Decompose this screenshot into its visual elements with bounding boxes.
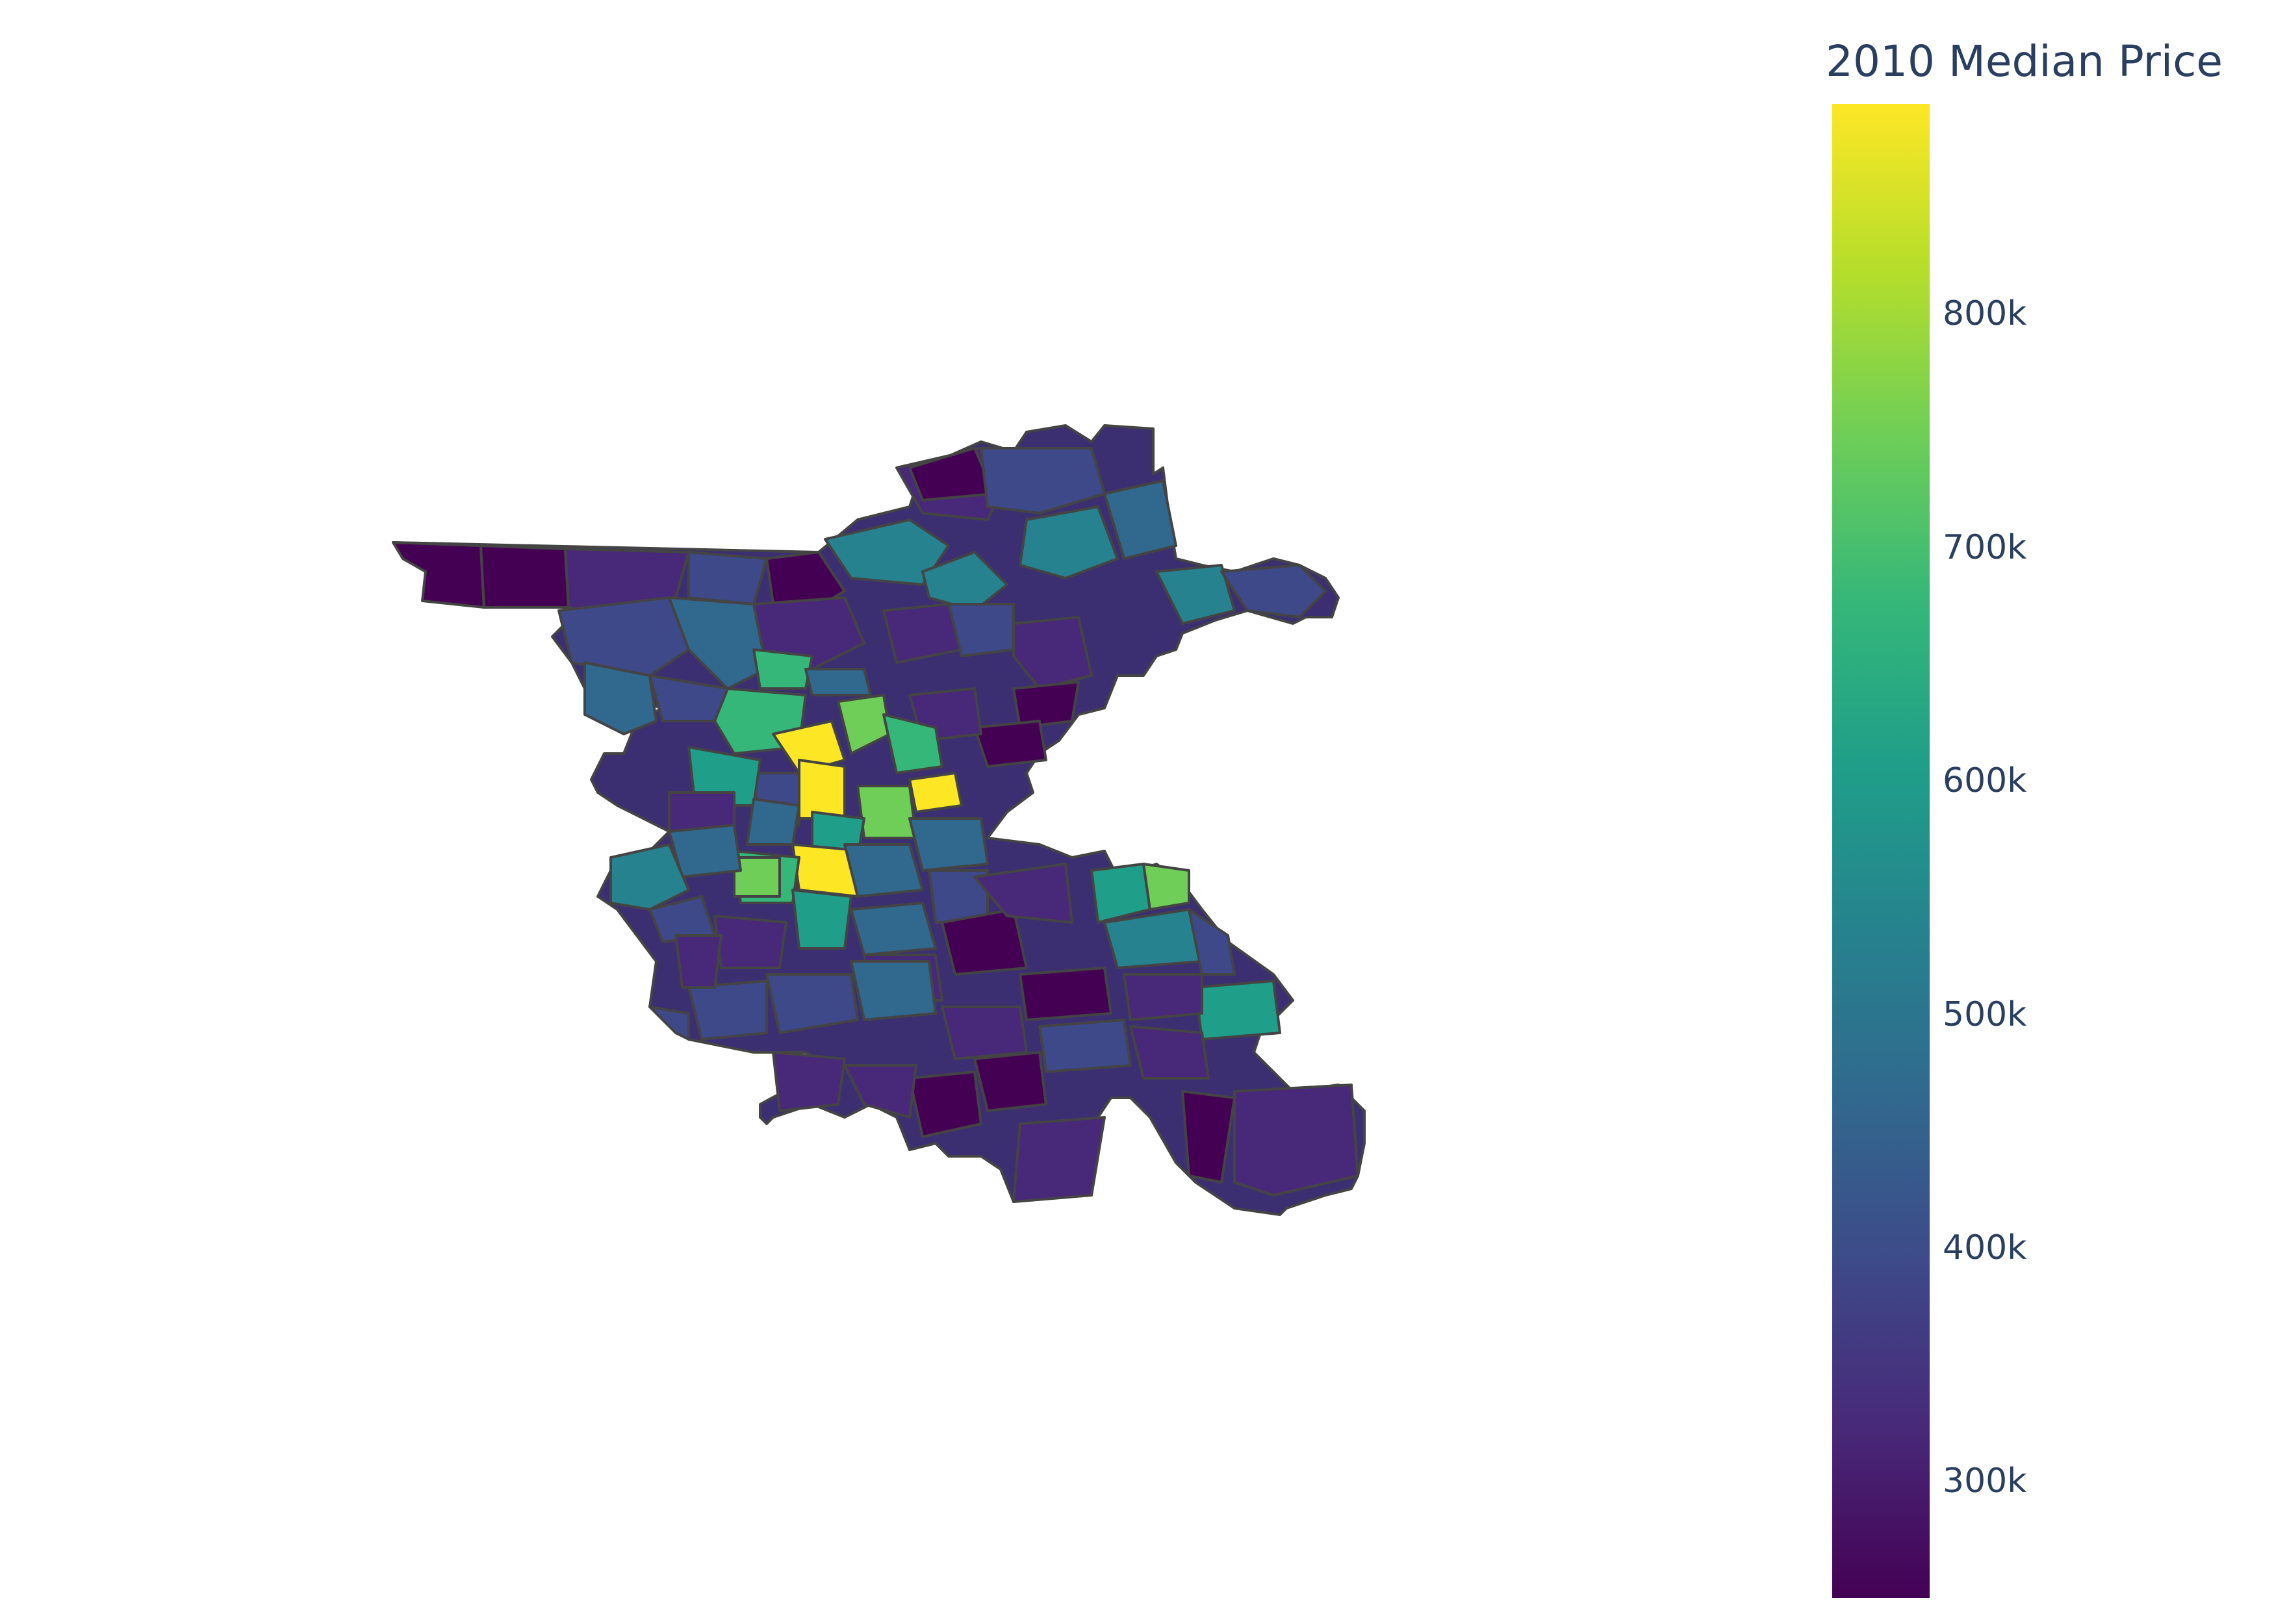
map-region[interactable] xyxy=(668,791,735,833)
map-region[interactable] xyxy=(609,843,690,911)
map-region[interactable] xyxy=(765,973,859,1034)
map-region[interactable] xyxy=(804,668,872,696)
map-region[interactable] xyxy=(772,1051,846,1112)
choropleth-map xyxy=(392,424,1366,1216)
map-region[interactable] xyxy=(973,720,1047,768)
map-region[interactable] xyxy=(980,447,1106,514)
map-region[interactable] xyxy=(882,713,943,774)
colorbar-tick-label: 500k xyxy=(1943,995,2027,1034)
colorbar-tick-label: 700k xyxy=(1943,527,2027,567)
map-region[interactable] xyxy=(772,720,846,774)
map-region[interactable] xyxy=(1188,908,1236,976)
colorbar-tick-label: 600k xyxy=(1943,761,2027,801)
map-region[interactable] xyxy=(1233,1084,1359,1197)
map-region[interactable] xyxy=(752,648,813,690)
map-region[interactable] xyxy=(746,798,800,846)
map-region[interactable] xyxy=(668,596,768,690)
colorbar xyxy=(1832,104,1930,1598)
map-region[interactable] xyxy=(824,518,950,586)
map-region[interactable] xyxy=(557,596,690,677)
map-region[interactable] xyxy=(1155,564,1236,625)
map-region[interactable] xyxy=(941,1006,1028,1060)
map-region[interactable] xyxy=(798,759,846,820)
map-region[interactable] xyxy=(973,1051,1047,1112)
map-region[interactable] xyxy=(1129,1025,1210,1080)
map-region[interactable] xyxy=(908,772,963,813)
map-region[interactable] xyxy=(850,960,937,1021)
map-region[interactable] xyxy=(921,551,1008,612)
map-region[interactable] xyxy=(1019,505,1119,579)
colorbar-gradient xyxy=(1832,104,1930,1598)
map-region[interactable] xyxy=(791,889,852,950)
map-region[interactable] xyxy=(1103,479,1177,560)
map-region[interactable] xyxy=(908,817,989,872)
map-region[interactable] xyxy=(1123,973,1203,1021)
map-region[interactable] xyxy=(1194,980,1281,1041)
map-region[interactable] xyxy=(674,934,722,989)
map-region[interactable] xyxy=(908,1071,982,1138)
map-region[interactable] xyxy=(850,902,937,956)
region-layer xyxy=(392,447,1359,1203)
map-region[interactable] xyxy=(973,863,1073,924)
map-region[interactable] xyxy=(392,541,485,609)
map-region[interactable] xyxy=(687,980,768,1041)
map-region[interactable] xyxy=(947,603,1015,657)
map-region[interactable] xyxy=(1181,1090,1236,1184)
colorbar-tick-label: 300k xyxy=(1943,1462,2027,1501)
map-region[interactable] xyxy=(713,915,787,969)
colorbar-title: 2010 Median Price xyxy=(1826,36,2223,86)
colorbar-tick-label: 800k xyxy=(1943,294,2027,334)
map-region[interactable] xyxy=(1019,967,1112,1021)
map-region[interactable] xyxy=(941,908,1028,976)
map-region[interactable] xyxy=(1220,564,1327,618)
map-region[interactable] xyxy=(856,785,917,839)
map-region[interactable] xyxy=(648,1006,690,1041)
map-region[interactable] xyxy=(687,551,768,605)
map-region[interactable] xyxy=(1142,863,1190,911)
map-region[interactable] xyxy=(1012,1116,1106,1203)
map-region[interactable] xyxy=(479,544,570,609)
map-region[interactable] xyxy=(843,843,924,898)
map-region[interactable] xyxy=(1012,681,1080,729)
map-region[interactable] xyxy=(843,1064,917,1119)
colorbar-tick-label: 400k xyxy=(1943,1228,2027,1267)
map-region[interactable] xyxy=(733,856,781,898)
map-region[interactable] xyxy=(1038,1019,1132,1073)
map-region[interactable] xyxy=(583,661,658,735)
